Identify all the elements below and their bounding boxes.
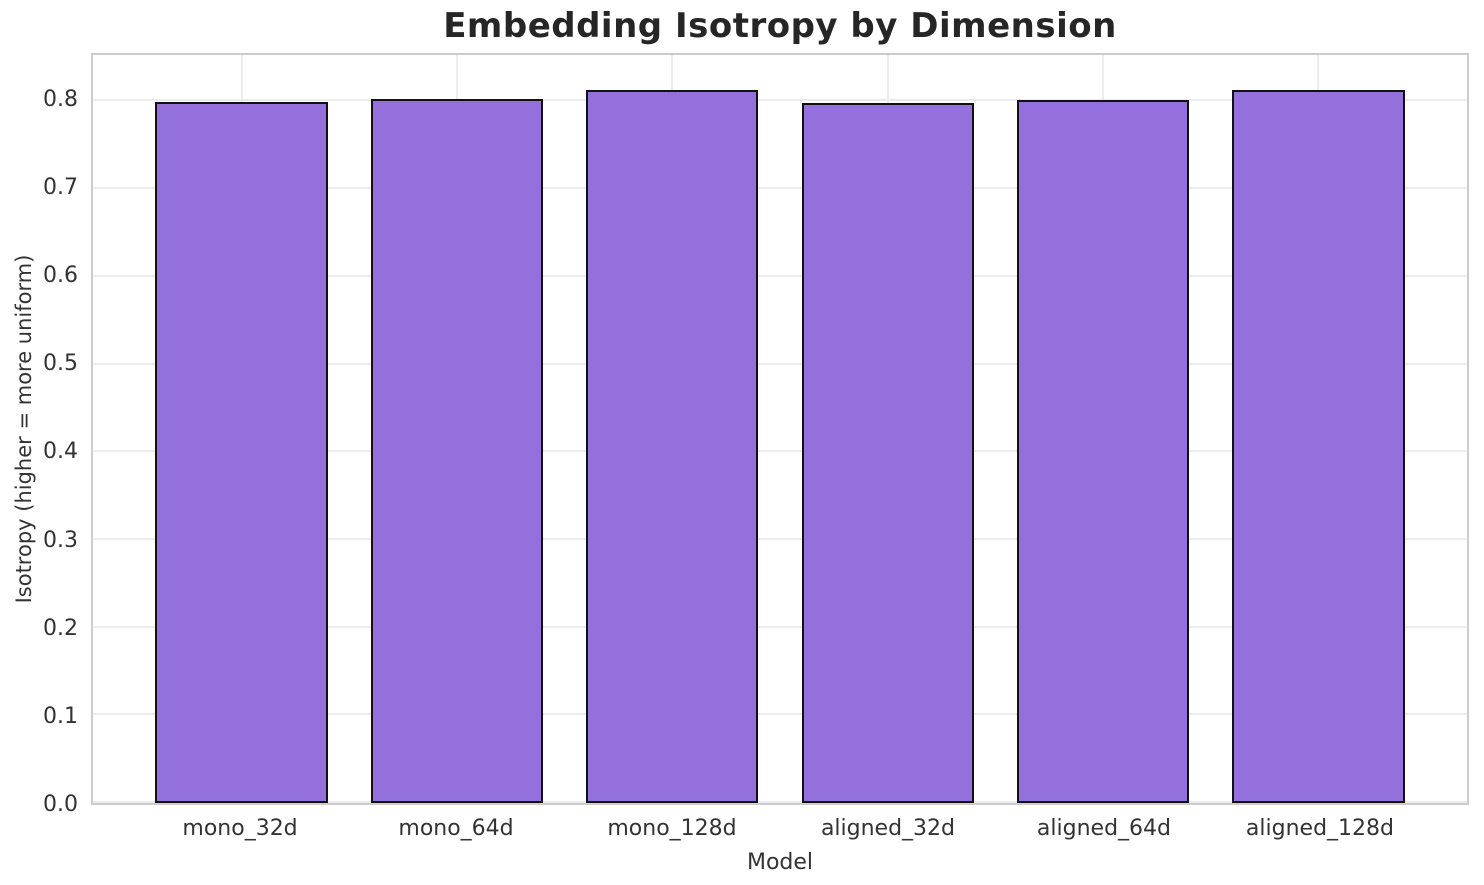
- h-gridline: [93, 537, 1467, 540]
- bar-mono_128d: [586, 90, 759, 803]
- y-tick-label: 0.5: [43, 351, 78, 377]
- x-tick-label-mono_128d: mono_128d: [607, 816, 737, 841]
- x-tick-label-aligned_32d: aligned_32d: [820, 816, 956, 841]
- y-tick-label: 0.3: [43, 527, 78, 553]
- x-tick-label-mono_64d: mono_64d: [398, 816, 514, 841]
- bar-mono_64d: [370, 98, 544, 803]
- x-axis-label: Model: [746, 850, 814, 875]
- y-tick-label: 0.8: [43, 86, 78, 112]
- bar-mono_32d: [155, 102, 328, 803]
- chart-title: Embedding Isotropy by Dimension: [443, 6, 1117, 46]
- bar-aligned_64d: [1016, 99, 1190, 803]
- x-tick-label-aligned_128d: aligned_128d: [1245, 816, 1394, 841]
- y-tick-label: 0.4: [43, 439, 78, 465]
- plot-area: [91, 53, 1469, 805]
- y-tick-label: 0.0: [43, 792, 78, 817]
- y-tick-label: 0.1: [43, 703, 78, 729]
- h-gridline: [93, 801, 1467, 803]
- bar-aligned_128d: [1232, 90, 1405, 803]
- y-tick-label: 0.7: [43, 174, 78, 200]
- h-gridline: [93, 187, 1467, 190]
- y-tick-label: 0.6: [43, 263, 78, 289]
- x-tick-label-mono_32d: mono_32d: [182, 816, 298, 841]
- h-gridline: [93, 450, 1467, 453]
- h-gridline: [93, 99, 1467, 102]
- h-gridline: [93, 625, 1467, 628]
- h-gridline: [93, 274, 1467, 277]
- x-tick-label-aligned_64d: aligned_64d: [1036, 816, 1172, 841]
- y-tick-label: 0.2: [43, 615, 78, 641]
- bar-aligned_32d: [801, 103, 974, 803]
- h-gridline: [93, 362, 1467, 365]
- h-gridline: [93, 713, 1467, 716]
